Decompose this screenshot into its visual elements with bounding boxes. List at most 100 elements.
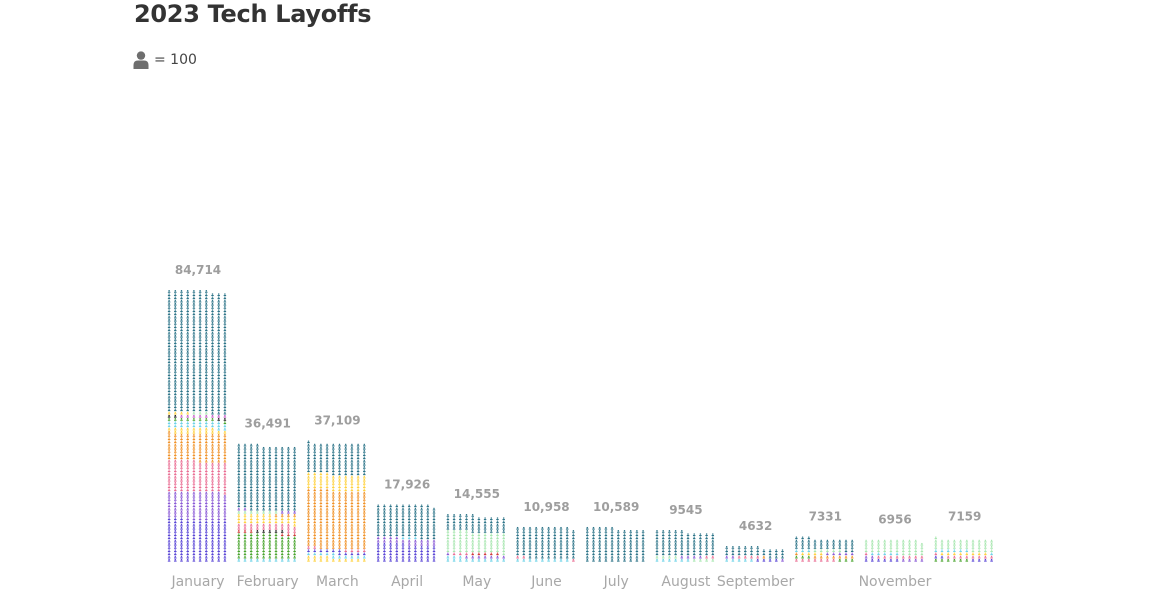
person-icon — [192, 360, 196, 364]
person-icon — [756, 558, 759, 562]
person-icon — [223, 309, 227, 313]
person-icon — [395, 510, 399, 514]
person-icon — [350, 466, 354, 469]
person-icon — [180, 299, 183, 303]
person-icon — [953, 542, 956, 546]
person-icon — [586, 536, 589, 540]
person-icon — [262, 558, 265, 562]
person-icon — [237, 552, 241, 556]
person-icon — [262, 450, 265, 453]
person-icon — [965, 546, 969, 549]
person-icon — [186, 376, 189, 380]
person-icon — [629, 530, 632, 533]
person-icon — [414, 526, 417, 530]
person-icon — [186, 504, 189, 508]
person-icon — [205, 549, 208, 553]
person-icon — [432, 517, 436, 521]
person-icon — [174, 421, 177, 425]
person-icon — [395, 526, 399, 530]
person-icon — [446, 558, 450, 562]
person-icon — [198, 526, 202, 530]
person-icon — [363, 501, 366, 505]
person-icon — [598, 539, 601, 543]
person-icon — [522, 549, 526, 553]
person-icon — [167, 475, 171, 479]
person-icon — [553, 546, 557, 549]
person-icon — [465, 523, 468, 527]
person-icon — [293, 517, 296, 521]
person-icon — [217, 376, 220, 380]
person-icon — [217, 347, 220, 351]
person-icon — [426, 558, 430, 562]
person-icon — [237, 459, 241, 463]
person-icon — [705, 555, 708, 559]
person-icon — [237, 549, 241, 553]
person-icon — [496, 523, 499, 527]
person-icon — [692, 549, 696, 553]
person-icon — [174, 558, 177, 562]
person-icon — [420, 539, 423, 543]
person-icon — [174, 504, 177, 508]
person-icon — [174, 533, 177, 537]
person-icon — [965, 539, 969, 543]
person-icon — [813, 539, 817, 543]
person-icon — [319, 482, 323, 485]
person-icon — [420, 542, 423, 546]
person-icon — [914, 546, 917, 549]
person-icon — [401, 530, 405, 533]
person-icon — [699, 555, 702, 559]
person-icon — [174, 488, 177, 492]
person-icon — [541, 530, 544, 533]
person-icon — [174, 398, 177, 402]
person-icon — [350, 549, 354, 553]
person-icon — [186, 526, 189, 530]
person-icon — [274, 536, 278, 540]
person-icon — [401, 555, 405, 559]
person-icon — [363, 466, 366, 469]
person-icon — [217, 514, 220, 517]
person-icon — [350, 530, 354, 533]
person-icon — [186, 546, 189, 549]
person-icon — [280, 494, 284, 498]
person-icon — [174, 542, 177, 546]
person-icon — [459, 526, 462, 530]
person-icon — [350, 558, 354, 562]
person-icon — [262, 526, 265, 530]
month-label: September — [717, 574, 795, 590]
person-icon — [477, 546, 481, 549]
person-icon — [192, 366, 196, 370]
person-icon — [174, 443, 177, 447]
person-icon — [598, 526, 601, 530]
person-icon — [180, 418, 183, 421]
person-icon — [198, 427, 202, 431]
person-icon — [180, 440, 183, 444]
person-icon — [167, 510, 171, 514]
person-icon — [249, 514, 253, 517]
person-icon — [426, 510, 430, 514]
person-icon — [198, 469, 202, 473]
person-icon — [217, 325, 220, 329]
person-icon — [699, 533, 702, 537]
person-icon — [356, 533, 360, 537]
person-icon — [307, 456, 310, 460]
person-icon — [534, 536, 538, 540]
person-icon — [610, 530, 614, 533]
person-icon — [217, 504, 220, 508]
person-icon — [268, 462, 272, 466]
person-icon — [198, 440, 202, 444]
person-icon — [198, 437, 202, 441]
person-icon — [192, 507, 196, 511]
person-icon — [280, 462, 284, 466]
person-icon — [262, 472, 265, 476]
person-icon — [192, 459, 196, 463]
person-icon — [180, 376, 183, 380]
person-icon — [426, 546, 430, 549]
person-icon — [332, 450, 335, 453]
person-icon — [920, 555, 924, 559]
person-icon — [174, 386, 177, 389]
person-icon — [211, 418, 214, 421]
person-icon — [332, 523, 335, 527]
person-icon — [934, 558, 938, 562]
person-icon — [217, 491, 220, 495]
